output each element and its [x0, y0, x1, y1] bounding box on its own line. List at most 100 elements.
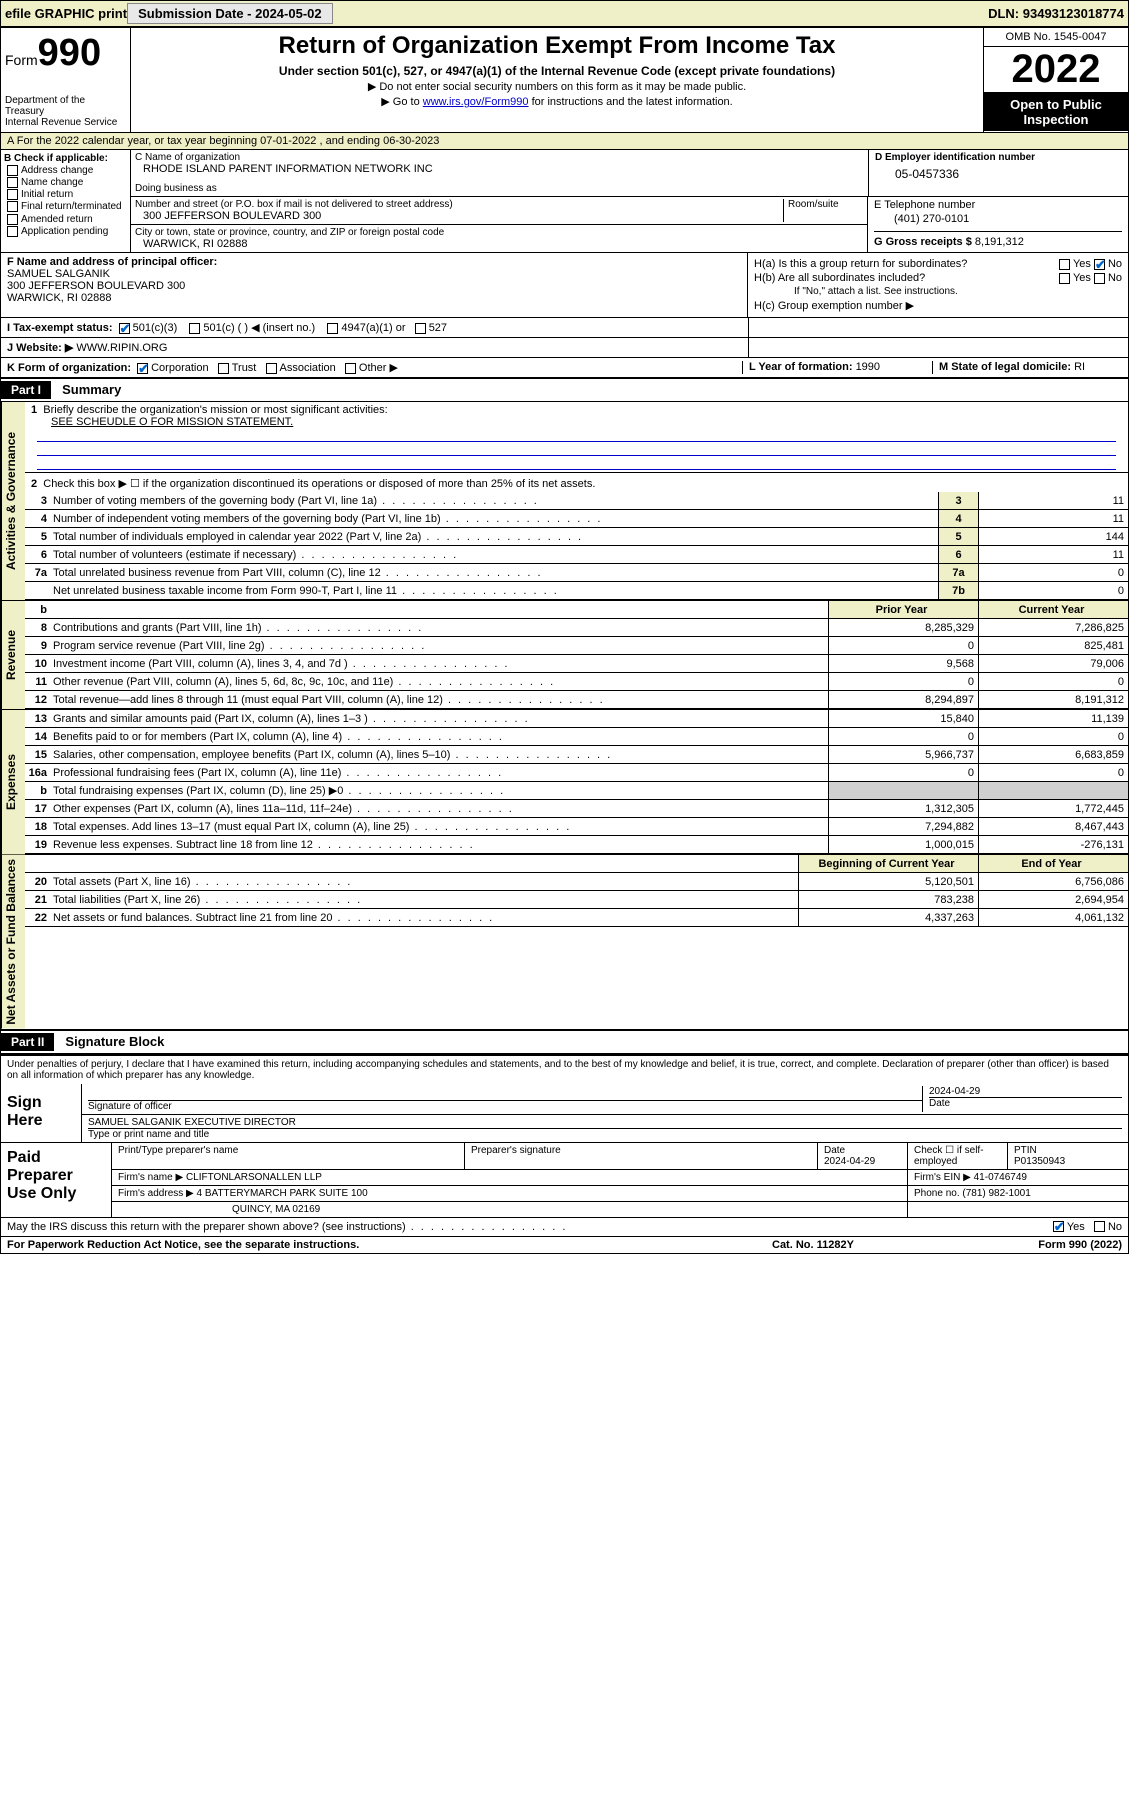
submission-date-button[interactable]: Submission Date - 2024-05-02: [127, 3, 333, 24]
preparer-section: Paid Preparer Use Only Print/Type prepar…: [1, 1143, 1128, 1218]
summary-line: 5Total number of individuals employed in…: [25, 528, 1128, 546]
col-d-ein: D Employer identification number 05-0457…: [868, 150, 1128, 196]
cb-hb-no[interactable]: [1094, 273, 1105, 284]
part1-header: Part I Summary: [1, 379, 1128, 402]
form-subtitle: Under section 501(c), 527, or 4947(a)(1)…: [141, 64, 973, 78]
prep-date: 2024-04-29: [824, 1156, 875, 1167]
sig-date: 2024-04-29: [929, 1086, 1122, 1097]
summary-line: 10Investment income (Part VIII, column (…: [25, 655, 1128, 673]
address-block: Number and street (or P.O. box if mail i…: [131, 197, 868, 252]
hdr-prior: Prior Year: [828, 601, 978, 618]
state-domicile: RI: [1074, 361, 1085, 373]
row-j: J Website: ▶ WWW.RIPIN.ORG: [1, 338, 1128, 358]
summary-line: 6Total number of volunteers (estimate if…: [25, 546, 1128, 564]
row-fh: F Name and address of principal officer:…: [1, 253, 1128, 318]
mission: SEE SCHEUDLE O FOR MISSION STATEMENT.: [31, 416, 1122, 428]
irs-link[interactable]: www.irs.gov/Form990: [423, 96, 529, 108]
header-left: Form990 Department of the Treasury Inter…: [1, 28, 131, 132]
firm-addr: 4 BATTERYMARCH PARK SUITE 100: [197, 1188, 368, 1199]
note-link: ▶ Go to www.irs.gov/Form990 for instruct…: [141, 95, 973, 108]
cb-ha-no[interactable]: [1094, 259, 1105, 270]
cb-4947[interactable]: [327, 323, 338, 334]
phone-receipts: E Telephone number (401) 270-0101 G Gros…: [868, 197, 1128, 252]
website: WWW.RIPIN.ORG: [76, 342, 167, 354]
summary-line: 12Total revenue—add lines 8 through 11 (…: [25, 691, 1128, 709]
dept-label: Department of the Treasury: [5, 95, 126, 117]
summary-line: 3Number of voting members of the governi…: [25, 492, 1128, 510]
dln: DLN: 93493123018774: [988, 6, 1124, 21]
col-b-checkboxes: B Check if applicable: Address change Na…: [1, 150, 131, 252]
cb-address-change[interactable]: Address change: [4, 165, 127, 176]
cb-final-return[interactable]: Final return/terminated: [4, 201, 127, 212]
cb-initial-return[interactable]: Initial return: [4, 189, 127, 200]
org-name-block: C Name of organization RHODE ISLAND PARE…: [131, 150, 868, 196]
cb-527[interactable]: [415, 323, 426, 334]
row-i: I Tax-exempt status: 501(c)(3) 501(c) ( …: [1, 318, 1128, 338]
summary-line: 16aProfessional fundraising fees (Part I…: [25, 764, 1128, 782]
cb-hb-yes[interactable]: [1059, 273, 1070, 284]
toolbar: efile GRAPHIC print Submission Date - 20…: [0, 0, 1129, 27]
hdr-current: Current Year: [978, 601, 1128, 618]
tab-governance: Activities & Governance: [1, 402, 25, 600]
officer-name: SAMUEL SALGANIK: [7, 268, 741, 280]
summary-line: 8Contributions and grants (Part VIII, li…: [25, 619, 1128, 637]
summary-line: 13Grants and similar amounts paid (Part …: [25, 710, 1128, 728]
cb-assoc[interactable]: [266, 363, 277, 374]
summary-line: 17Other expenses (Part IX, column (A), l…: [25, 800, 1128, 818]
cb-corp[interactable]: [137, 363, 148, 374]
year-formation: 1990: [856, 361, 880, 373]
note-ssn: ▶ Do not enter social security numbers o…: [141, 80, 973, 93]
ptin: P01350943: [1014, 1156, 1065, 1167]
summary-revenue: Revenue b Prior Year Current Year 8Contr…: [1, 600, 1128, 709]
omb-number: OMB No. 1545-0047: [984, 28, 1128, 47]
summary-line: Net unrelated business taxable income fr…: [25, 582, 1128, 600]
summary-line: 4Number of independent voting members of…: [25, 510, 1128, 528]
street-address: 300 JEFFERSON BOULEVARD 300: [135, 210, 783, 222]
tab-revenue: Revenue: [1, 601, 25, 709]
declaration: Under penalties of perjury, I declare th…: [1, 1056, 1128, 1084]
cb-trust[interactable]: [218, 363, 229, 374]
part2-header: Part II Signature Block: [1, 1029, 1128, 1054]
cb-amended[interactable]: Amended return: [4, 214, 127, 225]
tab-netassets: Net Assets or Fund Balances: [1, 855, 25, 1029]
open-public: Open to Public Inspection: [984, 93, 1128, 131]
cb-application-pending[interactable]: Application pending: [4, 226, 127, 237]
summary-line: 7aTotal unrelated business revenue from …: [25, 564, 1128, 582]
tax-year: 2022: [984, 47, 1128, 93]
principal-officer: F Name and address of principal officer:…: [1, 253, 748, 317]
officer-addr: 300 JEFFERSON BOULEVARD 300: [7, 280, 741, 292]
cb-name-change[interactable]: Name change: [4, 177, 127, 188]
section-bcd: B Check if applicable: Address change Na…: [1, 150, 1128, 253]
cb-501c[interactable]: [189, 323, 200, 334]
cb-other[interactable]: [345, 363, 356, 374]
officer-city: WARWICK, RI 02888: [7, 292, 741, 304]
summary-line: 19Revenue less expenses. Subtract line 1…: [25, 836, 1128, 854]
telephone: (401) 270-0101: [874, 211, 1122, 231]
sign-here-label: Sign Here: [1, 1084, 81, 1142]
form-990: Form990 Department of the Treasury Inter…: [0, 27, 1129, 1254]
form-header: Form990 Department of the Treasury Inter…: [1, 28, 1128, 133]
col-b-spacer: b: [25, 604, 53, 616]
summary-line: 20Total assets (Part X, line 16)5,120,50…: [25, 873, 1128, 891]
page-footer: For Paperwork Reduction Act Notice, see …: [1, 1236, 1128, 1253]
tab-expenses: Expenses: [1, 710, 25, 854]
cb-discuss-no[interactable]: [1094, 1221, 1105, 1232]
ein: 05-0457336: [875, 163, 1122, 181]
summary-line: 22Net assets or fund balances. Subtract …: [25, 909, 1128, 927]
cb-ha-yes[interactable]: [1059, 259, 1070, 270]
irs-label: Internal Revenue Service: [5, 117, 126, 128]
paid-preparer-label: Paid Preparer Use Only: [1, 1143, 111, 1217]
summary-governance: Activities & Governance 1 Briefly descri…: [1, 402, 1128, 600]
signature-section: Under penalties of perjury, I declare th…: [1, 1054, 1128, 1236]
discuss-row: May the IRS discuss this return with the…: [1, 1218, 1128, 1236]
summary-expenses: Expenses 13Grants and similar amounts pa…: [1, 709, 1128, 854]
cb-discuss-yes[interactable]: [1053, 1221, 1064, 1232]
summary-line: 9Program service revenue (Part VIII, lin…: [25, 637, 1128, 655]
summary-line: 18Total expenses. Add lines 13–17 (must …: [25, 818, 1128, 836]
officer-name-title: SAMUEL SALGANIK EXECUTIVE DIRECTOR: [88, 1117, 1122, 1128]
gross-receipts: 8,191,312: [975, 236, 1024, 248]
efile-label: efile GRAPHIC print: [5, 6, 127, 21]
cb-501c3[interactable]: [119, 323, 130, 334]
summary-netassets: Net Assets or Fund Balances Beginning of…: [1, 854, 1128, 1029]
row-a-tax-year: A For the 2022 calendar year, or tax yea…: [1, 133, 1128, 150]
